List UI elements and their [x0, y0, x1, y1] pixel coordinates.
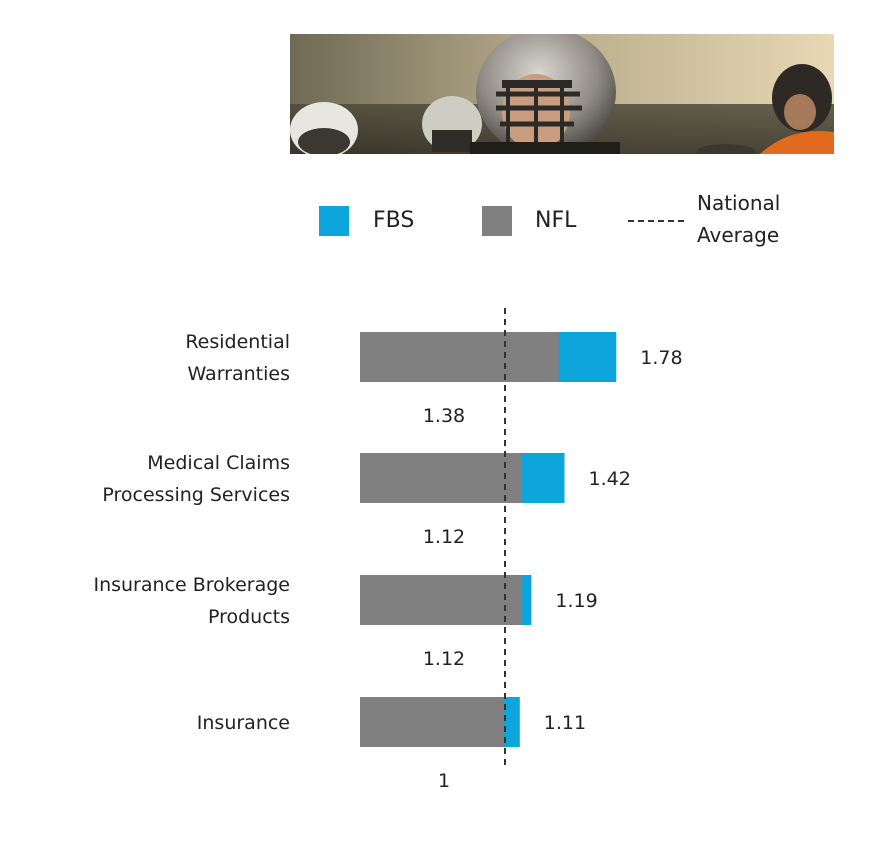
category-label-3: Insurance [197, 712, 290, 734]
legend-average-line1: National [697, 191, 781, 215]
chart-legend: FBS NFL National Average [0, 190, 871, 250]
legend-average-label: National Average [697, 187, 780, 251]
value-label-fbs-3: 1.11 [544, 712, 586, 734]
legend-fbs-swatch [319, 206, 349, 236]
legend-average-dash [628, 220, 684, 222]
value-label-nfl-1: 1.12 [423, 526, 465, 548]
bars-group [360, 332, 617, 747]
legend-average-line2: Average [697, 223, 780, 247]
bar-nfl-3 [360, 697, 504, 747]
value-label-nfl-2: 1.12 [423, 648, 465, 670]
football-players-photo [290, 34, 834, 154]
bar-nfl-2 [360, 575, 522, 625]
category-label-2: Insurance Brokerage Products [93, 574, 290, 628]
value-label-fbs-0: 1.78 [640, 347, 682, 369]
category-label-0: Residential Warranties [185, 331, 290, 385]
category-label-1: Medical Claims Processing Services [102, 452, 290, 506]
value-label-nfl-3: 1 [438, 770, 450, 792]
legend-nfl-label: NFL [535, 208, 577, 233]
legend-fbs-label: FBS [373, 208, 415, 233]
value-label-fbs-1: 1.42 [589, 468, 631, 490]
bar-nfl-1 [360, 453, 522, 503]
labels-group: Residential Warranties 1.78 1.38 Medical Cla… [93, 331, 682, 792]
legend-nfl-swatch [482, 206, 512, 236]
value-label-fbs-2: 1.19 [555, 590, 597, 612]
bar-nfl-0 [360, 332, 559, 382]
value-label-nfl-0: 1.38 [423, 405, 465, 427]
